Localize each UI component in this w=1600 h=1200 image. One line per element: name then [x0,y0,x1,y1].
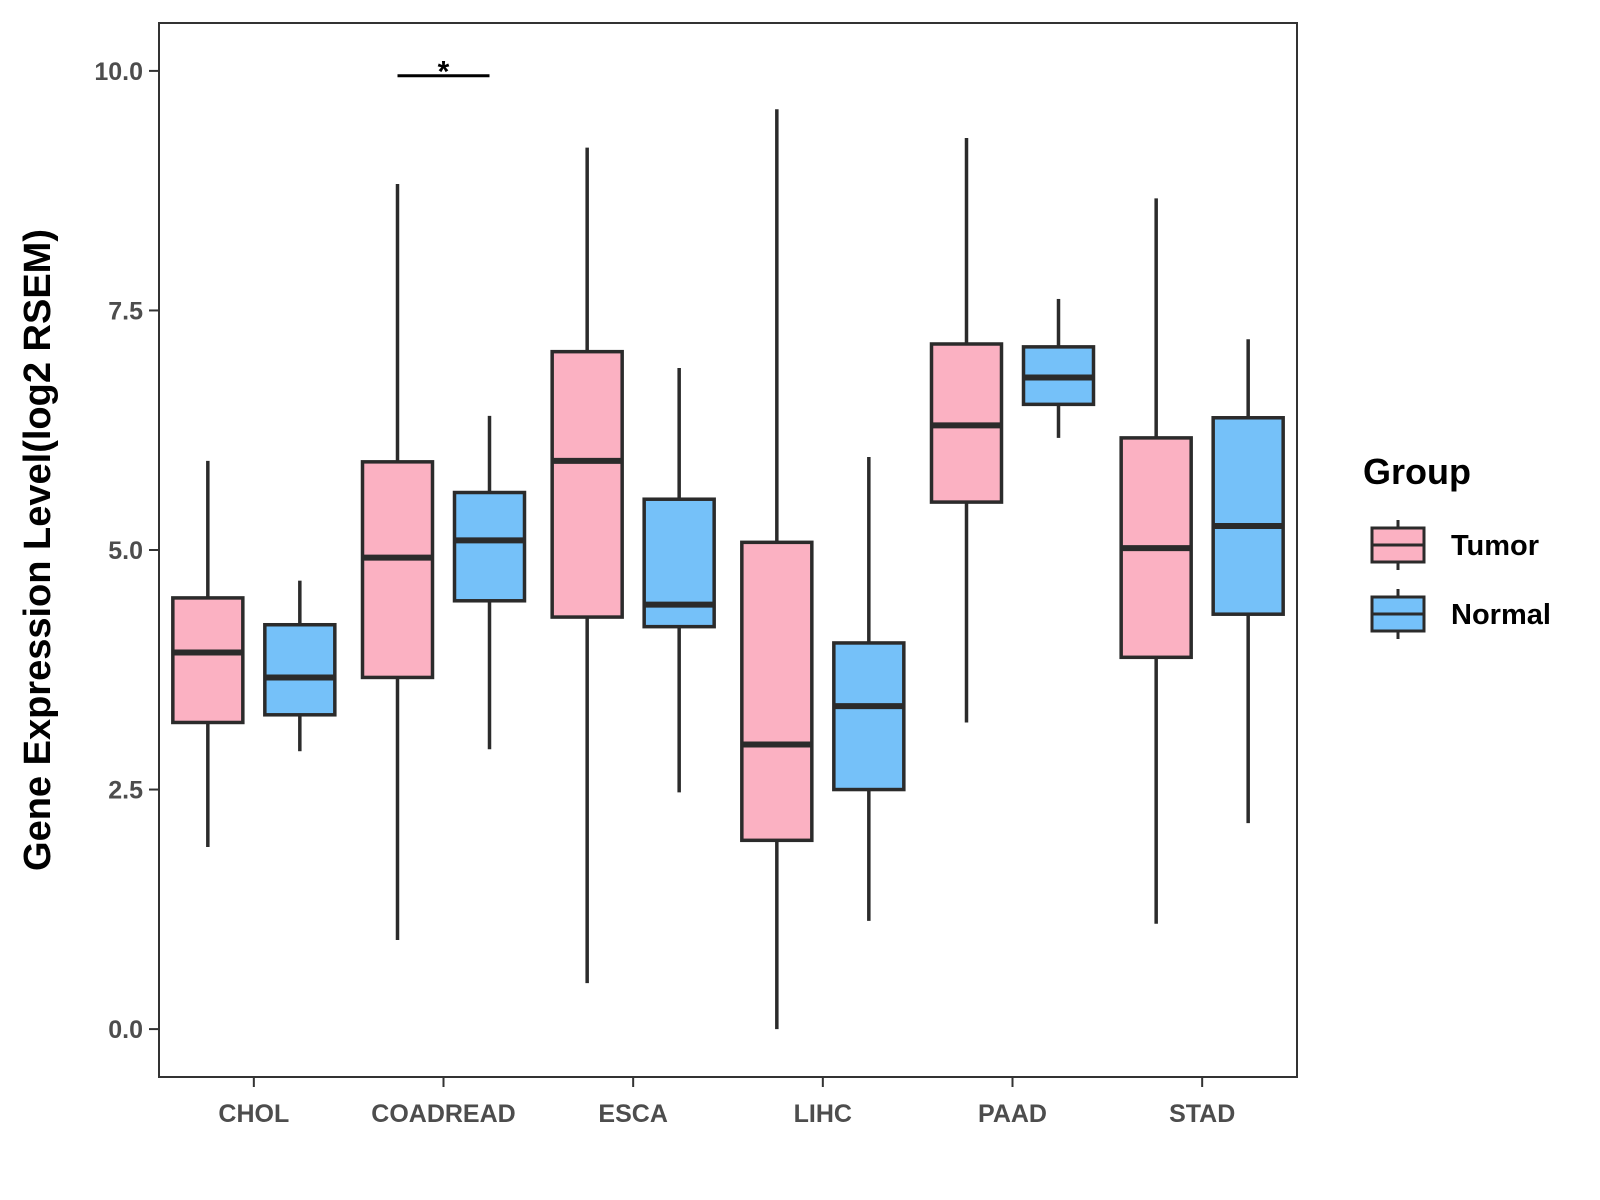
box-body [452,490,527,603]
box-body [832,641,906,792]
significance-annotation: * [397,56,490,89]
box-body [1211,416,1285,616]
x-tick-label: CHOL [218,1100,289,1128]
box-body [171,596,245,725]
box-normal-stad [1211,339,1285,824]
x-axis: CHOL COADREAD ESCA LIHC PAAD STAD [218,1077,1235,1128]
y-tick-label: 2.5 [108,777,143,805]
legend-label: Tumor [1451,530,1539,562]
box-body [550,349,624,619]
legend-label: Normal [1451,599,1551,631]
y-axis: 0.0 2.5 5.0 7.5 10.0 [94,58,159,1044]
plot-area: * [171,56,1285,1030]
box-body [360,460,435,680]
box-tumor-esca [550,147,624,984]
box-tumor-lihc [740,109,814,1030]
box-tumor-stad [1119,198,1193,924]
legend-item-normal: Normal [1370,589,1551,639]
legend: Group Tumor Normal [1363,451,1551,639]
box-normal-paad [1021,298,1096,438]
y-tick-label: 0.0 [108,1016,143,1044]
y-tick-label: 7.5 [108,297,143,325]
significance-label: * [438,56,450,89]
box-body [740,540,814,843]
y-tick-label: 10.0 [94,58,143,86]
x-tick-label: ESCA [598,1100,667,1128]
x-tick-label: LIHC [794,1100,852,1128]
y-tick-label: 5.0 [108,537,143,565]
x-tick-label: COADREAD [371,1100,515,1128]
x-tick-label: STAD [1169,1100,1235,1128]
legend-title: Group [1363,451,1471,492]
y-axis-title: Gene Expression Level(log2 RSEM) [17,229,59,871]
box-tumor-chol [171,460,245,848]
box-normal-esca [642,367,716,793]
box-normal-chol [263,580,337,752]
legend-item-tumor: Tumor [1370,520,1539,570]
x-tick-label: PAAD [978,1100,1047,1128]
box-normal-coadread [452,415,527,750]
box-normal-lihc [832,457,906,921]
box-body [263,622,337,717]
box-tumor-paad [929,137,1004,723]
box-tumor-coadread [360,183,435,940]
